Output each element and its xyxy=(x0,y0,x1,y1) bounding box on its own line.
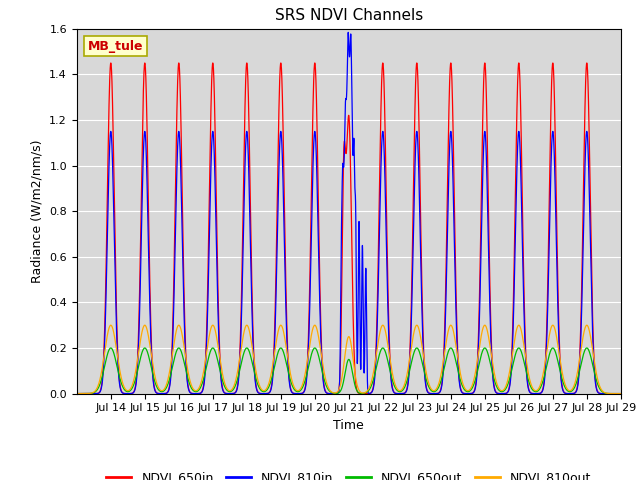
Line: NDVI_650out: NDVI_650out xyxy=(77,348,621,394)
NDVI_650out xyxy=(617,391,625,396)
Line: NDVI_650in: NDVI_650in xyxy=(77,63,621,394)
NDVI_650out xyxy=(395,389,403,395)
NDVI_650in xyxy=(107,60,115,66)
NDVI_810in xyxy=(100,352,108,358)
Legend: NDVI_650in, NDVI_810in, NDVI_650out, NDVI_810out: NDVI_650in, NDVI_810in, NDVI_650out, NDV… xyxy=(101,467,596,480)
NDVI_650in xyxy=(476,261,484,266)
NDVI_810out xyxy=(506,371,513,376)
NDVI_810in xyxy=(419,326,426,332)
NDVI_650out xyxy=(270,367,278,372)
NDVI_650out xyxy=(73,391,81,396)
NDVI_810in xyxy=(506,386,513,392)
Text: MB_tule: MB_tule xyxy=(88,40,143,53)
X-axis label: Time: Time xyxy=(333,419,364,432)
NDVI_650in xyxy=(419,309,426,315)
NDVI_650out xyxy=(100,365,108,371)
NDVI_650in xyxy=(73,391,81,396)
NDVI_810in xyxy=(270,360,278,366)
NDVI_810out xyxy=(107,323,115,328)
NDVI_650in xyxy=(395,391,403,396)
NDVI_810out xyxy=(395,387,403,393)
Title: SRS NDVI Channels: SRS NDVI Channels xyxy=(275,9,423,24)
NDVI_650in xyxy=(270,350,278,356)
NDVI_810out xyxy=(100,353,108,359)
NDVI_650out xyxy=(107,345,115,351)
NDVI_810in xyxy=(344,29,352,35)
NDVI_810out xyxy=(73,391,81,396)
Line: NDVI_810out: NDVI_810out xyxy=(77,325,621,394)
NDVI_810out xyxy=(419,346,426,352)
NDVI_810in xyxy=(73,391,81,396)
NDVI_650in xyxy=(617,391,625,396)
NDVI_810in xyxy=(395,391,403,396)
Line: NDVI_810in: NDVI_810in xyxy=(77,32,621,394)
NDVI_650out xyxy=(476,357,484,362)
NDVI_810out xyxy=(617,391,625,396)
NDVI_810out xyxy=(476,339,484,345)
NDVI_810in xyxy=(476,288,484,293)
Y-axis label: Radiance (W/m2/nm/s): Radiance (W/m2/nm/s) xyxy=(31,140,44,283)
NDVI_650in xyxy=(100,342,108,348)
NDVI_650out xyxy=(506,377,513,383)
NDVI_810in xyxy=(617,391,625,396)
NDVI_810out xyxy=(270,355,278,361)
NDVI_650in xyxy=(506,384,513,390)
NDVI_650out xyxy=(419,361,426,367)
